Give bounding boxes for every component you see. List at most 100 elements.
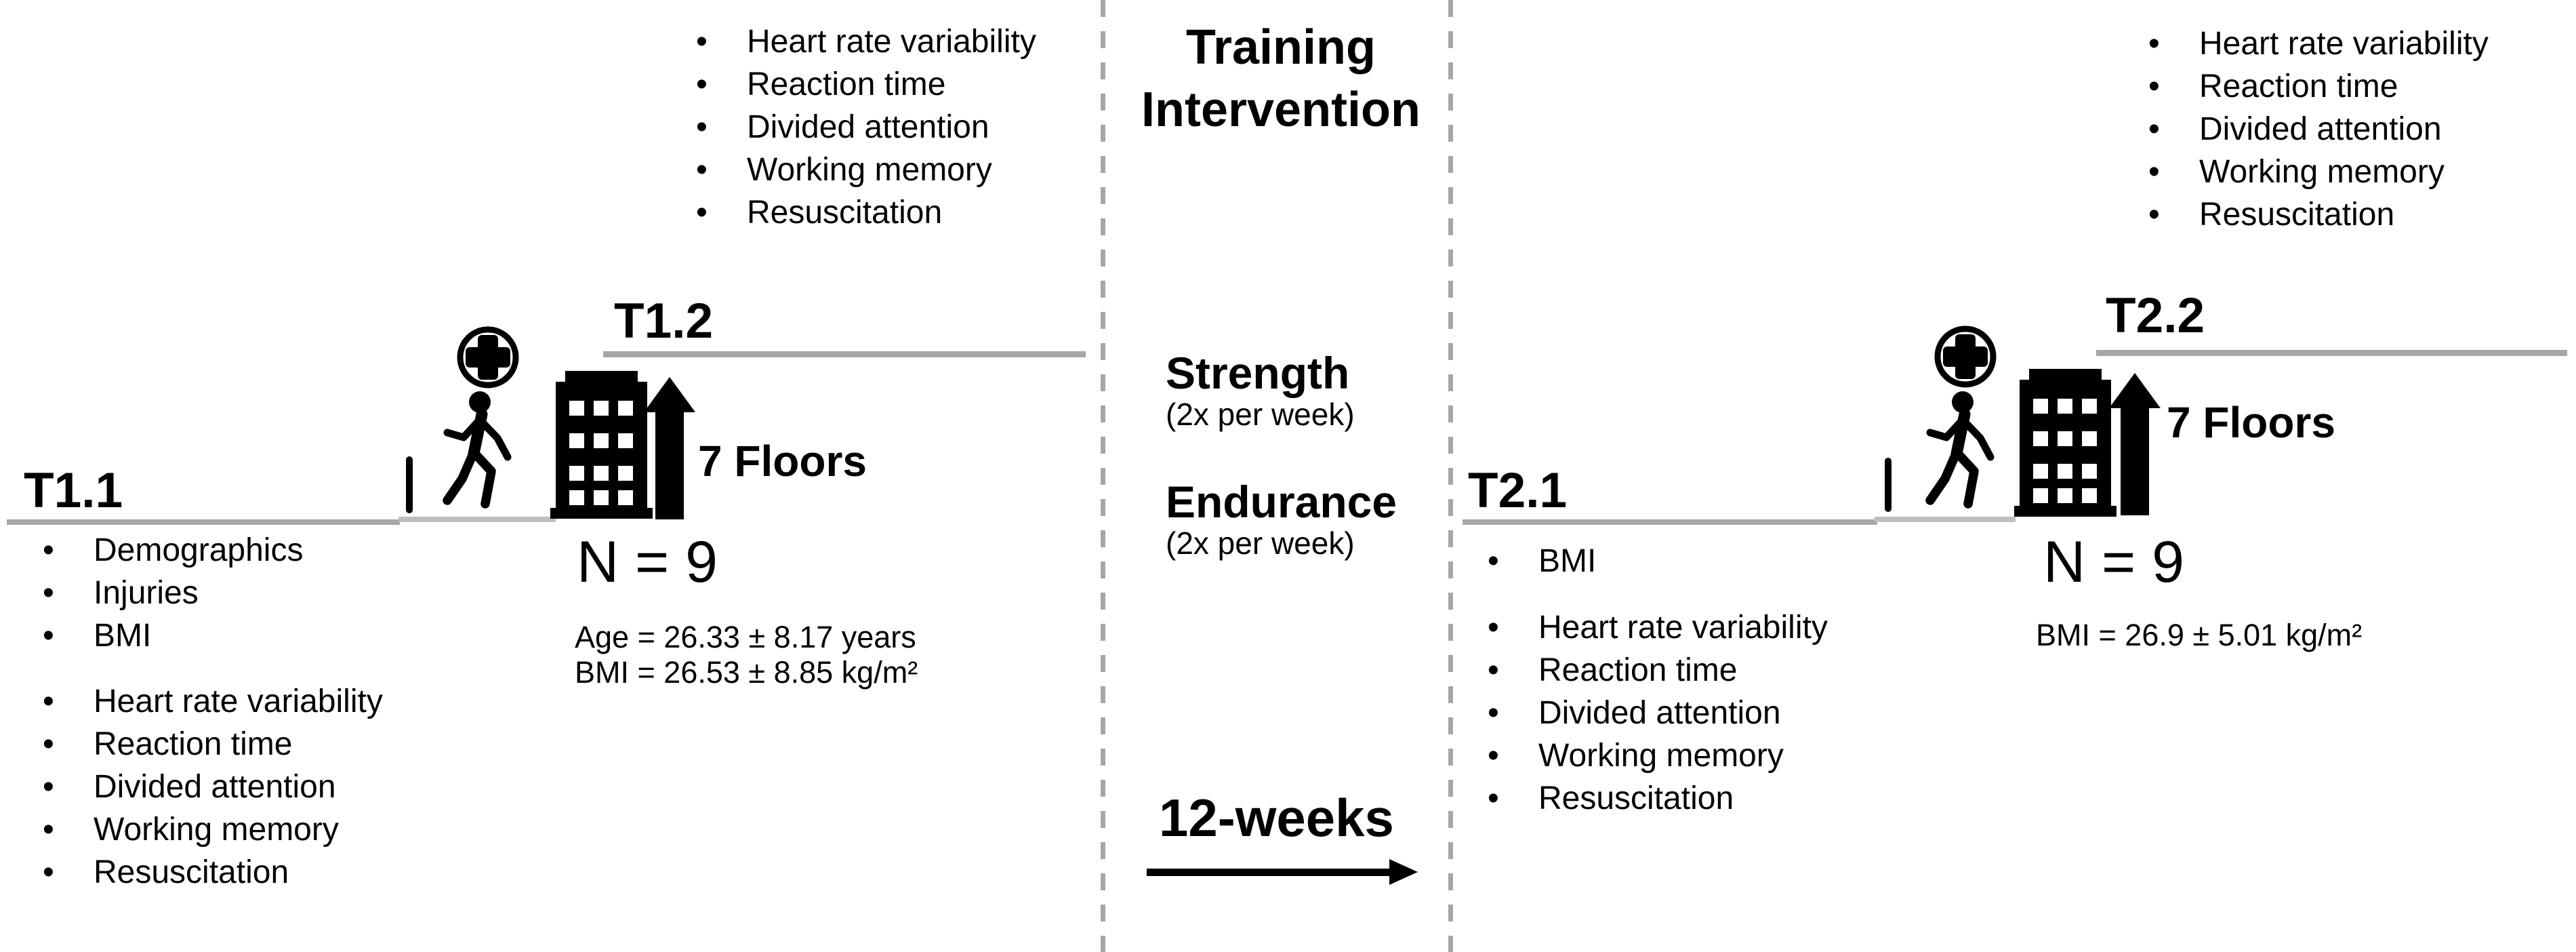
title-line-1: Training bbox=[1185, 20, 1376, 75]
building-icon bbox=[550, 371, 653, 519]
list-item: • Reaction time bbox=[686, 63, 1036, 106]
building-icon bbox=[2014, 369, 2117, 517]
t2-post-heading: T2.2 bbox=[2106, 288, 2205, 343]
t1-sample-size: N = 9 bbox=[577, 530, 718, 595]
medical-cross-icon bbox=[455, 325, 520, 390]
bullet-icon: • bbox=[1488, 780, 1499, 816]
arrow-right-head-icon bbox=[1389, 859, 1418, 885]
list-item: • Heart rate variability bbox=[686, 20, 1036, 63]
t1-bmi-stat: BMI = 26.53 ± 8.85 kg/m² bbox=[575, 655, 918, 690]
list-item: • Working memory bbox=[33, 808, 383, 851]
arrow-right-icon bbox=[1147, 869, 1389, 876]
list-item: • Divided attention bbox=[2138, 108, 2489, 151]
bullet-icon: • bbox=[1488, 543, 1499, 579]
training-intervention-title: Training Intervention bbox=[1044, 16, 1518, 141]
list-item-label: Resuscitation bbox=[747, 195, 943, 231]
bullet-icon: • bbox=[1488, 652, 1499, 688]
list-item-label: Resuscitation bbox=[1538, 780, 1734, 816]
list-item-label: Working memory bbox=[747, 152, 992, 188]
bullet-icon: • bbox=[43, 726, 54, 762]
endurance-label: Endurance bbox=[1166, 477, 1397, 527]
arrow-up-icon bbox=[644, 377, 695, 519]
bullet-icon: • bbox=[1488, 695, 1499, 731]
divider-dashed-line-left bbox=[1101, 0, 1105, 952]
endurance-frequency: (2x per week) bbox=[1166, 525, 1355, 561]
list-item-label: Heart rate variability bbox=[1538, 610, 1828, 646]
t2-baseline-list: • BMI • Heart rate variability • Reaction t… bbox=[1477, 540, 1828, 820]
list-item-label: Divided attention bbox=[94, 769, 336, 805]
medical-cross-icon bbox=[1933, 324, 1998, 389]
list-item: • BMI bbox=[33, 614, 383, 657]
t1-post-rule bbox=[603, 351, 1086, 357]
list-item-label: Resuscitation bbox=[2199, 197, 2395, 233]
list-item: • Resuscitation bbox=[1477, 777, 1828, 820]
list-item-label: Divided attention bbox=[747, 109, 989, 145]
list-gap bbox=[1477, 582, 1828, 606]
endurance-block: Endurance (2x per week) bbox=[1166, 478, 1397, 561]
duration-label: 12-weeks bbox=[1159, 788, 1394, 848]
t2-bmi-stat: BMI = 26.9 ± 5.01 kg/m² bbox=[2036, 618, 2363, 652]
person-walking-icon bbox=[1925, 390, 1995, 513]
t1-age-stat: Age = 26.33 ± 8.17 years bbox=[575, 620, 916, 654]
t1-floors-label: 7 Floors bbox=[698, 437, 867, 485]
bullet-icon: • bbox=[43, 812, 54, 848]
t2-floors-label: 7 Floors bbox=[2167, 398, 2335, 447]
bullet-icon: • bbox=[43, 854, 54, 890]
list-item-label: Demographics bbox=[94, 532, 304, 568]
t1-step-rule bbox=[398, 517, 556, 522]
t2-post-rule bbox=[2096, 350, 2567, 356]
bullet-icon: • bbox=[2148, 197, 2160, 233]
bullet-icon: • bbox=[1488, 738, 1499, 774]
stair-step-icon bbox=[406, 456, 413, 513]
bullet-icon: • bbox=[696, 24, 708, 60]
t2-step-rule bbox=[1875, 517, 2016, 522]
list-item: • Reaction time bbox=[2138, 65, 2489, 108]
list-item-label: Reaction time bbox=[1538, 652, 1738, 688]
t1-stats: Age = 26.33 ± 8.17 years BMI = 26.53 ± 8… bbox=[575, 620, 918, 690]
list-item: • Divided attention bbox=[686, 106, 1036, 148]
list-item: • Resuscitation bbox=[686, 191, 1036, 234]
t2-post-list: • Heart rate variability • Reaction time •… bbox=[2138, 22, 2489, 236]
list-item-label: Working memory bbox=[1538, 738, 1784, 774]
list-gap bbox=[33, 657, 383, 680]
bullet-icon: • bbox=[2148, 68, 2160, 104]
list-item: • Demographics bbox=[33, 529, 383, 572]
bullet-icon: • bbox=[1488, 610, 1499, 646]
divider-dashed-line-right bbox=[1448, 0, 1453, 952]
t1-post-heading: T1.2 bbox=[614, 294, 714, 349]
bullet-icon: • bbox=[2148, 26, 2160, 62]
bullet-icon: • bbox=[696, 152, 708, 188]
list-item-label: Divided attention bbox=[2199, 111, 2442, 147]
bullet-icon: • bbox=[43, 618, 54, 654]
list-item-label: Resuscitation bbox=[94, 854, 289, 890]
stair-step-icon bbox=[1885, 458, 1892, 512]
list-item-label: Divided attention bbox=[1538, 695, 1781, 731]
strength-label: Strength bbox=[1166, 348, 1350, 398]
list-item-label: Heart rate variability bbox=[747, 24, 1036, 60]
t2-stats: BMI = 26.9 ± 5.01 kg/m² bbox=[2036, 618, 2362, 653]
strength-block: Strength (2x per week) bbox=[1166, 349, 1355, 432]
bullet-icon: • bbox=[43, 769, 54, 805]
t2-baseline-rule bbox=[1463, 519, 1877, 525]
list-item: • Divided attention bbox=[1477, 692, 1828, 734]
list-item: • Injuries bbox=[33, 572, 383, 614]
list-item-label: Reaction time bbox=[94, 726, 293, 762]
list-item-label: BMI bbox=[1538, 543, 1597, 579]
list-item: • Heart rate variability bbox=[1477, 606, 1828, 649]
list-item: • Resuscitation bbox=[2138, 193, 2489, 236]
t1-baseline-heading: T1.1 bbox=[24, 463, 123, 518]
bullet-icon: • bbox=[2148, 154, 2160, 190]
title-line-2: Intervention bbox=[1141, 83, 1421, 137]
bullet-icon: • bbox=[43, 532, 54, 568]
list-item: • Working memory bbox=[1477, 734, 1828, 777]
list-item-label: Heart rate variability bbox=[2199, 26, 2489, 62]
list-item: • Working memory bbox=[2138, 151, 2489, 193]
list-item-label: Reaction time bbox=[747, 66, 946, 102]
list-item-label: Heart rate variability bbox=[94, 683, 383, 719]
bullet-icon: • bbox=[696, 109, 708, 145]
strength-frequency: (2x per week) bbox=[1166, 397, 1355, 432]
list-item: • Reaction time bbox=[33, 723, 383, 766]
person-walking-icon bbox=[442, 390, 512, 513]
t1-post-list: • Heart rate variability • Reaction time •… bbox=[686, 20, 1036, 234]
